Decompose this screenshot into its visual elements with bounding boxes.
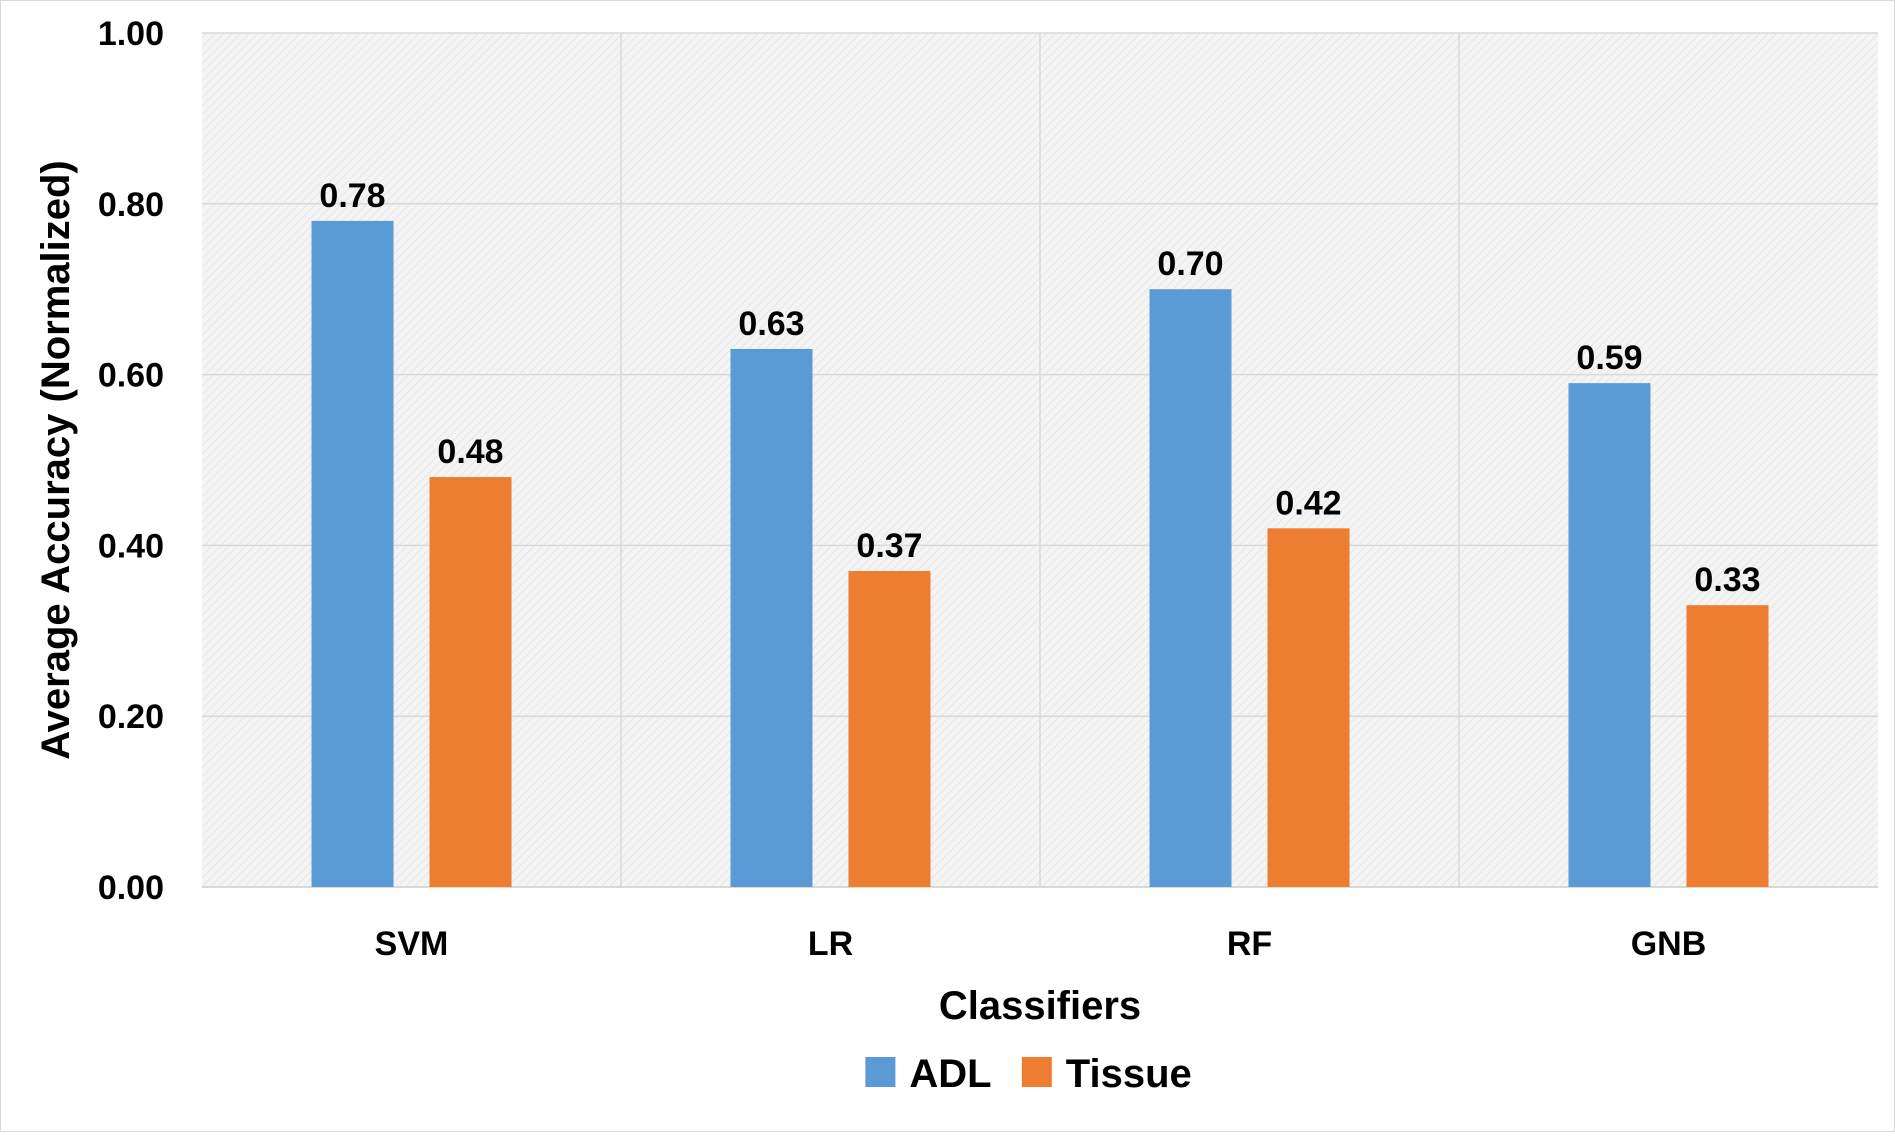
y-tick-label: 0.60 xyxy=(98,357,164,395)
bar-data-label: 0.42 xyxy=(1275,484,1341,522)
x-axis-title: Classifiers xyxy=(939,984,1141,1028)
y-tick-label: 0.20 xyxy=(98,698,164,736)
y-axis-ticks: 0.00 0.20 0.40 0.60 0.80 1.00 xyxy=(98,15,164,907)
bar-adl-gnb xyxy=(1568,383,1651,887)
bar-tissue-gnb xyxy=(1686,605,1769,887)
bar-adl-rf xyxy=(1149,289,1232,887)
y-axis-title: Average Accuracy (Normalized) xyxy=(34,160,78,760)
x-tick-label: RF xyxy=(1227,925,1272,963)
bar-adl-lr xyxy=(730,348,813,888)
bar-tissue-svm xyxy=(429,477,512,887)
bar-data-label: 0.70 xyxy=(1157,245,1223,283)
bar-data-label: 0.63 xyxy=(738,305,804,343)
y-tick-label: 0.80 xyxy=(98,186,164,224)
bar-data-label: 0.48 xyxy=(437,433,503,471)
bar-tissue-rf xyxy=(1267,528,1350,887)
bar-data-label: 0.78 xyxy=(319,177,385,215)
y-tick-label: 0.40 xyxy=(98,527,164,565)
legend-swatch-adl xyxy=(865,1057,896,1087)
x-tick-label: LR xyxy=(808,925,853,963)
legend-swatch-tissue xyxy=(1021,1057,1052,1087)
bar-adl-svm xyxy=(311,220,394,887)
bars xyxy=(311,220,1769,888)
bar-tissue-lr xyxy=(848,571,931,887)
x-axis-ticks: SVM LR RF GNB xyxy=(375,925,1707,963)
bar-data-label: 0.37 xyxy=(856,527,922,565)
y-tick-label: 0.00 xyxy=(98,869,164,907)
bar-data-label: 0.33 xyxy=(1694,561,1760,599)
data-labels: 0.78 0.48 0.63 0.37 0.70 0.42 0.59 0.33 xyxy=(319,177,1760,599)
x-tick-label: GNB xyxy=(1631,925,1707,963)
legend-label: Tissue xyxy=(1066,1052,1192,1096)
x-tick-label: SVM xyxy=(375,925,449,963)
legend-label: ADL xyxy=(909,1052,991,1096)
legend: ADL Tissue xyxy=(865,1052,1192,1096)
bar-data-label: 0.59 xyxy=(1576,339,1642,377)
y-tick-label: 1.00 xyxy=(98,15,164,53)
